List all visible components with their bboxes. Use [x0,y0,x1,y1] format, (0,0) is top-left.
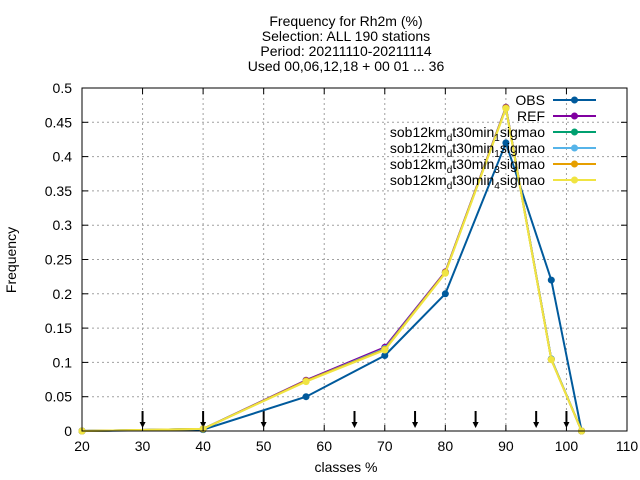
y-tick-label: 0.05 [45,389,72,405]
y-tick-label: 0.4 [53,149,73,165]
legend-label: REF [517,108,545,124]
series-line [81,104,583,432]
x-tick-label: 50 [256,438,272,454]
legend-label: sob12kmdt30min4sigmao [390,172,545,192]
x-tick-label: 80 [438,438,454,454]
data-point [302,393,310,401]
class-marker [533,411,540,428]
legend-entry: REF [517,108,596,124]
y-tick-label: 0 [64,423,72,439]
y-tick-label: 0.25 [45,252,72,268]
series-line [81,139,583,432]
data-point [302,378,310,386]
y-tick-label: 0.1 [53,354,73,370]
x-tick-label: 90 [498,438,514,454]
legend-swatch-marker [571,96,578,104]
data-point [547,356,555,364]
legend-entry: sob12kmdt30min4sigmao [390,172,596,192]
legend-swatch-marker [571,144,578,152]
title-line: Period: 20211110-20211114 [260,43,431,59]
y-tick-label: 0.3 [53,217,73,233]
y-tick-label: 0.5 [53,80,73,96]
y-tick-label: 0.35 [45,183,72,199]
series-lines [78,103,586,435]
title-line: Used 00,06,12,18 + 00 01 ... 36 [248,58,445,74]
class-markers [139,411,570,428]
x-tick-label: 30 [135,438,151,454]
class-marker [412,411,419,428]
legend-swatch-marker [571,176,578,184]
x-tick-label: 110 [616,438,639,454]
legend-label: OBS [515,92,545,108]
data-point [441,290,449,298]
data-point [502,105,510,113]
data-point [502,139,510,147]
y-tick-label: 0.45 [45,114,72,130]
x-tick-label: 100 [555,438,579,454]
data-point [441,269,449,277]
title-line: Selection: ALL 190 stations [262,28,430,44]
title-line: Frequency for Rh2m (%) [269,13,422,29]
legend-swatch-marker [571,160,578,168]
data-point [381,352,389,360]
legend-label: sob12kmdt30min3sigmao [390,156,545,176]
legend-swatch-marker [571,128,578,136]
class-marker [472,411,479,428]
x-axis-label: classes % [314,459,377,475]
y-tick-label: 0.15 [45,320,72,336]
legend-label: sob12kmdt30min1sigmao [390,140,545,160]
legend-label: sob12kmdt30min1sigmao [390,124,545,144]
legend-entry: sob12kmdt30min1sigmao [390,140,596,160]
y-axis-label: Frequency [3,227,19,293]
x-tick-label: 20 [74,438,90,454]
class-marker [351,411,358,428]
legend-entry: sob12kmdt30min3sigmao [390,156,596,176]
grid-lines [82,88,627,431]
data-point [547,276,555,284]
x-tick-label: 40 [195,438,211,454]
legend-swatch-marker [571,112,578,120]
axis-ticks: 20 30 40 50 60 70 80 90 100 110 0 0.05 0.1 0.15 0.2 0.2… [45,80,639,454]
y-tick-label: 0.2 [53,286,73,302]
legend-entry: sob12kmdt30min1sigmao [390,124,596,144]
chart-title: Frequency for Rh2m (%)Selection: ALL 190… [248,13,445,74]
legend: OBSREFsob12kmdt30min1sigmaosob12kmdt30mi… [390,92,596,192]
legend-entry: OBS [515,92,596,108]
data-point [381,346,389,354]
x-tick-label: 60 [316,438,332,454]
x-tick-label: 70 [377,438,393,454]
